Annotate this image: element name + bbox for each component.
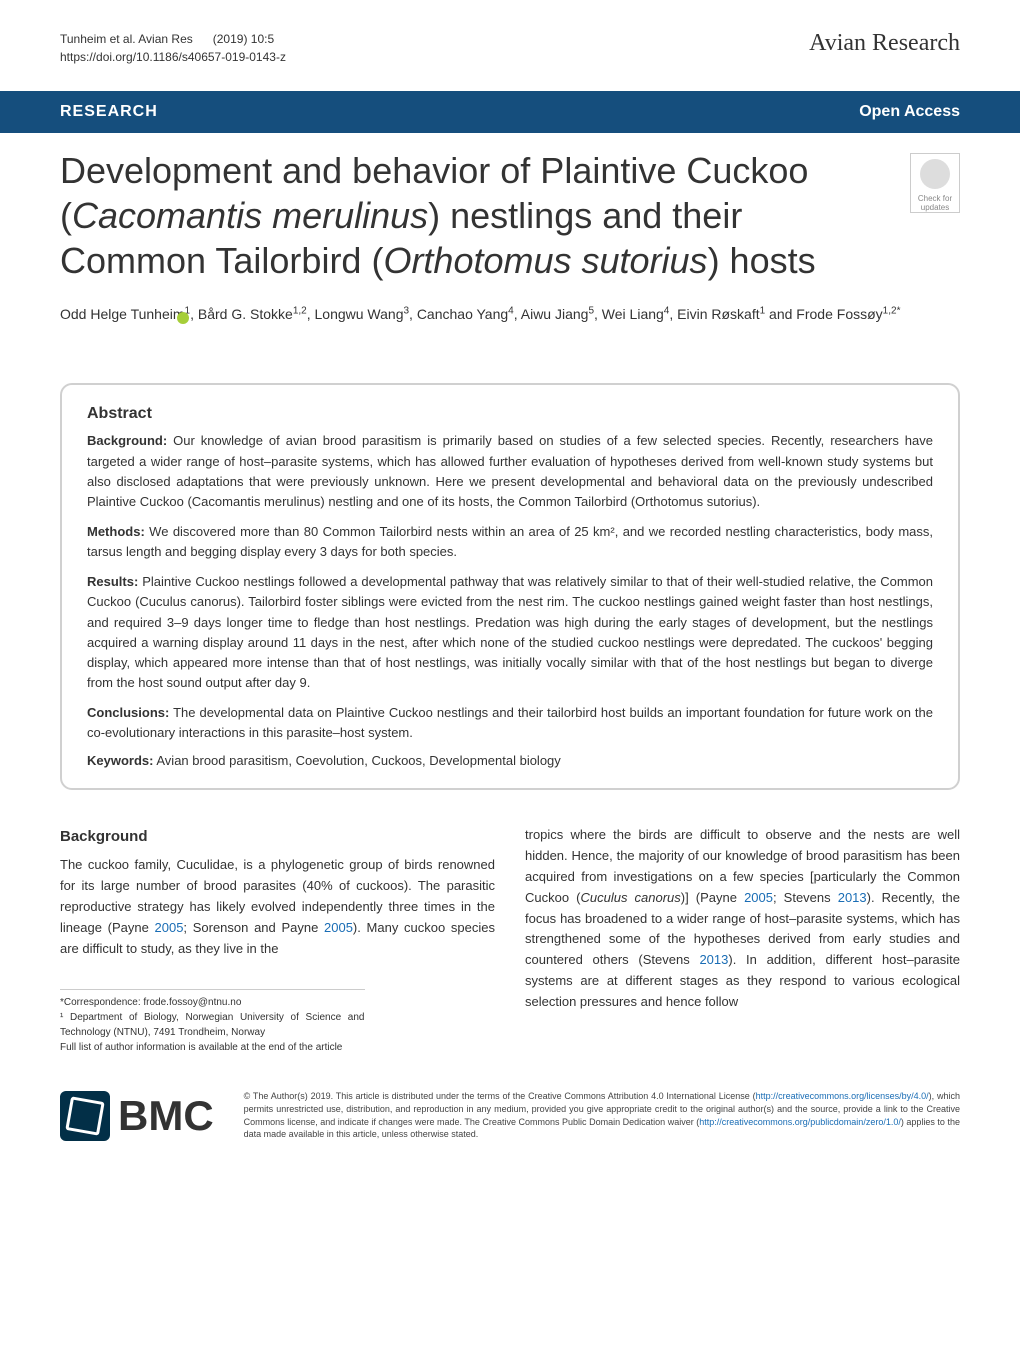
results-text: Plaintive Cuckoo nestlings followed a de… bbox=[87, 574, 933, 690]
conclusions-text: The developmental data on Plaintive Cuck… bbox=[87, 705, 933, 740]
background-text: Our knowledge of avian brood parasitism … bbox=[87, 433, 933, 508]
correspondence-full-list: Full list of author information is avail… bbox=[60, 1042, 342, 1053]
keywords-label: Keywords: bbox=[87, 753, 153, 768]
citation-year: (2019) 10:5 bbox=[213, 32, 274, 46]
left-column: Background The cuckoo family, Cuculidae,… bbox=[60, 825, 495, 1055]
journal-name: Avian Research bbox=[809, 30, 960, 57]
license-text: © The Author(s) 2019. This article is di… bbox=[244, 1090, 960, 1140]
correspondence-email: frode.fossoy@ntnu.no bbox=[143, 997, 241, 1008]
keywords-text: Avian brood parasitism, Coevolution, Cuc… bbox=[153, 753, 560, 768]
article-title: Development and behavior of Plaintive Cu… bbox=[60, 148, 960, 283]
bmc-logo: BMC bbox=[60, 1091, 214, 1141]
abstract-box: Abstract Background: Our knowledge of av… bbox=[60, 383, 960, 790]
correspondence-affiliation: ¹ Department of Biology, Norwegian Unive… bbox=[60, 1012, 365, 1038]
title-section: Development and behavior of Plaintive Cu… bbox=[0, 133, 1020, 303]
right-column-text: tropics where the birds are difficult to… bbox=[525, 825, 960, 1012]
citation-block: Tunheim et al. Avian Res (2019) 10:5 htt… bbox=[60, 30, 286, 66]
crossmark-icon bbox=[920, 159, 950, 189]
body-columns: Background The cuckoo family, Cuculidae,… bbox=[0, 810, 1020, 1070]
open-access-label: Open Access bbox=[859, 103, 960, 121]
background-heading: Background bbox=[60, 825, 495, 849]
abstract-conclusions: Conclusions: The developmental data on P… bbox=[87, 703, 933, 743]
category-banner: RESEARCH Open Access bbox=[0, 91, 1020, 133]
methods-text: We discovered more than 80 Common Tailor… bbox=[87, 524, 933, 559]
doi: https://doi.org/10.1186/s40657-019-0143-… bbox=[60, 50, 286, 64]
correspondence-block: *Correspondence: frode.fossoy@ntnu.no ¹ … bbox=[60, 989, 365, 1055]
citation-line1: Tunheim et al. Avian Res bbox=[60, 32, 193, 46]
left-column-text: The cuckoo family, Cuculidae, is a phylo… bbox=[60, 855, 495, 959]
background-label: Background: bbox=[87, 433, 167, 448]
bmc-text: BMC bbox=[118, 1092, 214, 1140]
bmc-icon bbox=[60, 1091, 110, 1141]
crossmark-text: Check for updates bbox=[918, 194, 952, 212]
authors-list: Odd Helge Tunheim1, Bård G. Stokke1,2, L… bbox=[0, 303, 1020, 345]
abstract-methods: Methods: We discovered more than 80 Comm… bbox=[87, 522, 933, 562]
right-column: tropics where the birds are difficult to… bbox=[525, 825, 960, 1055]
abstract-background: Background: Our knowledge of avian brood… bbox=[87, 431, 933, 512]
research-label: RESEARCH bbox=[60, 103, 158, 121]
abstract-heading: Abstract bbox=[87, 405, 933, 423]
abstract-results: Results: Plaintive Cuckoo nestlings foll… bbox=[87, 572, 933, 693]
conclusions-label: Conclusions: bbox=[87, 705, 169, 720]
header-info: Tunheim et al. Avian Res (2019) 10:5 htt… bbox=[0, 0, 1020, 76]
results-label: Results: bbox=[87, 574, 138, 589]
footer: BMC © The Author(s) 2019. This article i… bbox=[0, 1070, 1020, 1160]
crossmark-badge[interactable]: Check for updates bbox=[910, 153, 960, 213]
methods-label: Methods: bbox=[87, 524, 145, 539]
correspondence-label: *Correspondence: bbox=[60, 997, 141, 1008]
keywords-line: Keywords: Avian brood parasitism, Coevol… bbox=[87, 753, 933, 768]
